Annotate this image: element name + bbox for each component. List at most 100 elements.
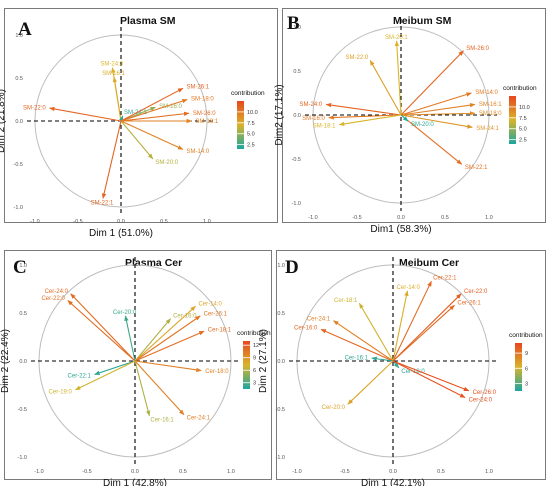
loading-vector: [119, 115, 124, 122]
loading-vector: [134, 315, 201, 362]
vector-label: Cer-20:0: [113, 310, 137, 316]
loading-vector: [70, 293, 136, 362]
panel-plasma-sm: A Plasma SM -1.0 -0.5 0.0 0.5 1.0 -1.0 -0.5 0.0…: [0, 8, 278, 239]
vector-label: SM-20:0: [411, 122, 434, 128]
x-tick-label: 0.0: [117, 219, 125, 225]
legend-tick-label: 7.5: [519, 116, 527, 122]
legend-tick-label: 3: [253, 381, 256, 387]
x-tick-label: 0.5: [179, 469, 187, 475]
biplot-plasma-cer: -1.0 -0.5 0.0 0.5 1.0 -1.0 -0.5 0.0 0.5 1.0 Dim 1 …: [0, 257, 271, 486]
loading-vector: [371, 356, 394, 362]
y-tick-label: -1.0: [292, 201, 301, 207]
vector-label: SM-24:1: [476, 126, 499, 132]
y-tick-label: -1.0: [276, 455, 285, 461]
loading-vector: [120, 98, 188, 122]
legend-title: contribution: [237, 330, 271, 337]
x-axis-label: Dim1 (58.3%): [370, 224, 431, 235]
x-tick-label: 1.0: [485, 215, 493, 221]
loading-vector: [328, 114, 402, 120]
y-tick-label: -1.0: [14, 205, 23, 211]
vector-label: SM-20:0: [155, 160, 178, 166]
panel-letter: C: [13, 257, 27, 278]
loading-vector: [392, 360, 466, 398]
legend-tick-label: 5.0: [519, 127, 527, 133]
loading-vector: [347, 360, 394, 405]
legend-tick-label: 9: [253, 356, 256, 362]
y-tick-label: 0.0: [277, 359, 285, 365]
x-tick-label: 0.0: [131, 469, 139, 475]
chart-title: Plasma Cer: [125, 257, 183, 269]
vector-label: Cer-22:1: [433, 276, 457, 282]
loading-vector: [400, 114, 463, 165]
y-tick-label: 0.5: [19, 311, 27, 317]
panel-meibum-cer: D Meibum Cer -1.0 -0.5 0.0 0.5 1.0 -1.0 -0.5 0.…: [258, 250, 546, 486]
loading-vector: [120, 87, 184, 122]
y-tick-label: -0.5: [18, 407, 27, 413]
y-tick-label: 1.0: [277, 263, 285, 269]
x-tick-label: 0.0: [397, 215, 405, 221]
vector-label: SM-26:0: [466, 46, 489, 52]
loading-vector: [400, 50, 464, 116]
vector-label: SM-18:1: [313, 123, 336, 129]
vector-label: Cer-24:1: [187, 416, 211, 422]
panel-letter: A: [18, 19, 32, 40]
legend-tick-label: 2.5: [247, 143, 255, 149]
vector-label: SM-14:0: [187, 149, 210, 155]
loading-vector: [400, 102, 476, 116]
loading-vector: [112, 76, 122, 122]
legend-tick-label: 3: [525, 381, 528, 387]
x-tick-label: 1.0: [485, 469, 493, 475]
loading-vector: [400, 114, 409, 122]
loading-vector: [358, 302, 394, 362]
vector-label: SM-16:1: [102, 71, 125, 77]
loading-vector: [400, 111, 476, 116]
loading-vector: [392, 360, 400, 369]
loading-vector: [94, 360, 136, 375]
legend-tick-label: 2.5: [519, 138, 527, 144]
vector-label: Cer-19:0: [49, 390, 73, 396]
x-tick-label: 0.5: [437, 469, 445, 475]
loading-vector: [392, 293, 462, 362]
loading-vector: [134, 360, 185, 416]
vector-label: Cer-22:1: [68, 374, 92, 380]
biplot-plasma-sm: -1.0 -0.5 0.0 0.5 1.0 -1.0 -0.5 0.0 0.5 1.0 Dim 1 …: [0, 27, 265, 239]
loading-vector: [134, 330, 205, 362]
vector-label: Cer-24:0: [469, 397, 493, 403]
vector-label: Cer-26:0: [473, 390, 497, 396]
loading-vector: [67, 300, 136, 362]
x-tick-label: -1.0: [34, 469, 43, 475]
chart-title: Plasma SM: [120, 15, 176, 27]
legend-tick-label: 6: [525, 366, 528, 372]
x-tick-label: 0.0: [389, 469, 397, 475]
vector-label: SM-18:1: [196, 119, 219, 125]
y-tick-label: 0.0: [293, 113, 301, 119]
vector-label: SM-26:0: [193, 111, 216, 117]
vector-label: SM-18:0: [479, 111, 502, 117]
loading-vector: [333, 320, 394, 362]
legend-tick-label: 12: [253, 343, 259, 349]
vector-label: SM-16:0: [159, 104, 182, 110]
vector-label: Cer-24:0: [45, 289, 69, 295]
vector-label: SM-22:0: [23, 105, 46, 111]
vector-label: Cer-18:1: [208, 328, 232, 334]
loading-vector: [120, 120, 154, 160]
vector-label: SM-16:1: [479, 102, 502, 108]
panel-letter: D: [285, 257, 299, 278]
loading-vector: [400, 114, 473, 129]
vector-label: SM-16:0: [302, 116, 325, 122]
vector-label: SM-22:1: [91, 200, 114, 206]
vector-label: Cer-26:1: [457, 301, 481, 307]
vector-label: SM-24:0: [100, 62, 123, 68]
y-axis-label: Dim 2 (21.8%): [0, 89, 7, 153]
vector-label: SM-26:1: [186, 84, 209, 90]
vector-label: Cer-16:0: [294, 326, 318, 332]
vector-label: SM-22:0: [346, 55, 369, 61]
vector-label: Cer-22:0: [464, 289, 488, 295]
vector-label: Cer-18:1: [334, 298, 358, 304]
loading-vector: [320, 328, 394, 362]
legend-colorbar: [237, 101, 244, 149]
y-tick-label: 1.0: [15, 33, 23, 39]
y-axis-label: Dim 2 (27.1%): [258, 329, 269, 393]
vector-label: Cer-16:1: [150, 418, 174, 424]
